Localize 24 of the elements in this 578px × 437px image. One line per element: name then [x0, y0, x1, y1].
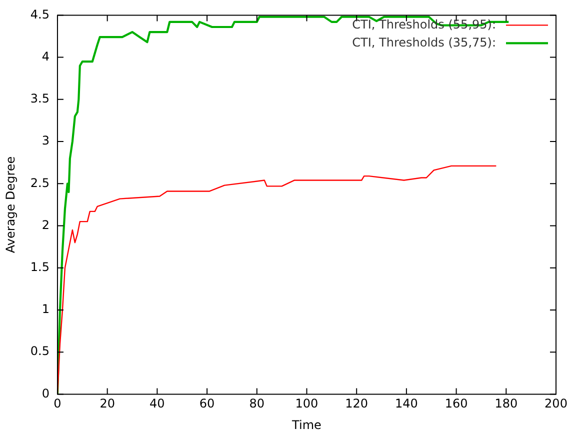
x-tick-label: 80 — [249, 396, 265, 411]
x-axis-title: Time — [291, 418, 322, 432]
x-tick-label: 40 — [150, 396, 165, 411]
x-tick-label: 140 — [394, 396, 418, 411]
legend-label: CTI, Thresholds (35,75): — [352, 35, 496, 50]
y-tick-label: 4.5 — [30, 7, 50, 22]
y-tick-label: 3 — [42, 134, 50, 148]
y-tick-label: 0 — [42, 386, 50, 400]
x-tick-label: 100 — [295, 396, 318, 411]
x-tick-label: 20 — [100, 396, 115, 411]
x-tick-label: 120 — [345, 396, 368, 411]
y-tick-label: 3.5 — [30, 92, 50, 106]
x-tick-label: 60 — [199, 396, 215, 411]
y-tick-label: 2 — [42, 218, 50, 232]
y-axis-title: Average Degree — [3, 156, 18, 254]
x-tick-label: 0 — [54, 396, 62, 411]
y-tick-label: 1.5 — [30, 260, 50, 274]
y-tick-label: 0.5 — [30, 344, 50, 358]
y-tick-label: 4 — [42, 49, 50, 64]
x-tick-label: 160 — [444, 396, 468, 411]
x-tick-label: 180 — [494, 396, 518, 411]
y-tick-label: 1 — [42, 302, 50, 316]
y-tick-label: 2.5 — [30, 176, 50, 190]
x-tick-label: 200 — [544, 396, 568, 411]
